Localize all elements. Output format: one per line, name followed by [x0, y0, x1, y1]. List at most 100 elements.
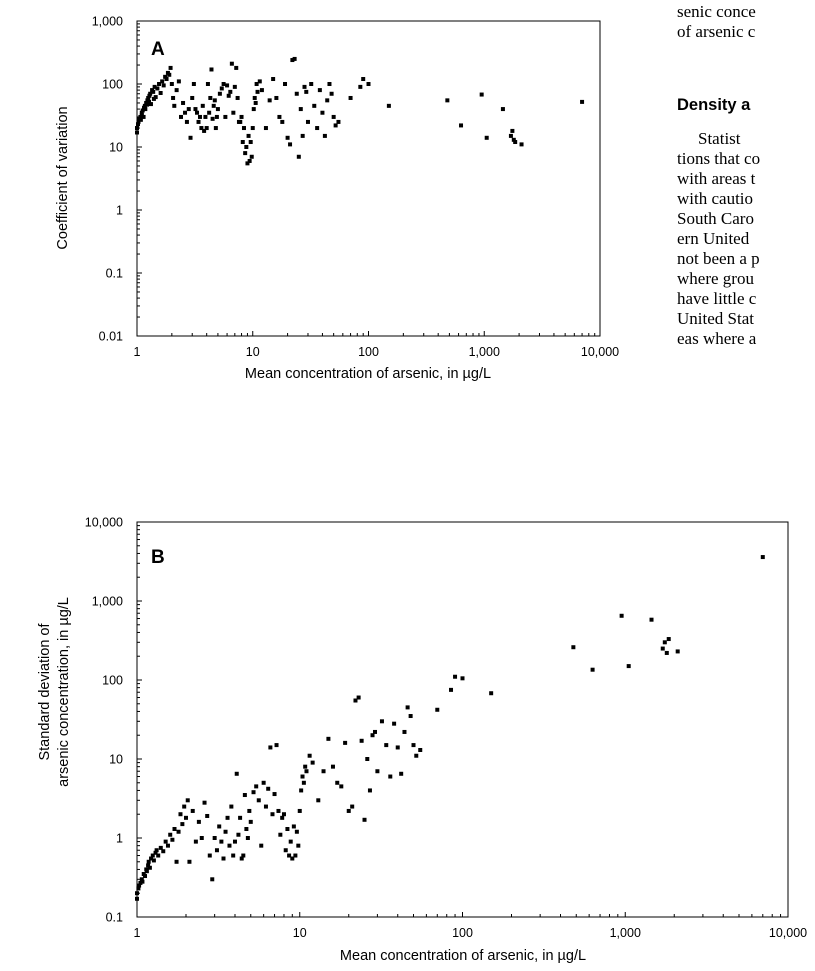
data-point	[219, 86, 224, 91]
data-point	[178, 812, 183, 817]
data-point	[261, 780, 266, 785]
data-point	[246, 133, 251, 138]
data-point	[309, 82, 314, 86]
data-point	[214, 114, 219, 119]
data-point	[256, 798, 261, 803]
x-tick-label: 1	[134, 926, 141, 940]
data-point	[164, 77, 169, 82]
data-point	[329, 91, 334, 96]
data-point	[348, 95, 353, 100]
data-point	[508, 133, 513, 138]
data-point	[253, 100, 258, 105]
data-point	[449, 687, 454, 692]
data-point	[312, 103, 317, 108]
panel-label-b: B	[151, 547, 165, 568]
data-point	[247, 808, 252, 813]
data-point	[161, 83, 166, 88]
data-point	[167, 72, 172, 77]
data-point	[157, 82, 162, 86]
data-point	[339, 784, 344, 789]
data-point	[267, 98, 272, 103]
data-point	[146, 95, 151, 100]
data-point	[204, 126, 209, 131]
data-point	[248, 819, 253, 824]
data-point	[270, 812, 275, 817]
data-point	[590, 667, 595, 672]
data-point	[172, 826, 177, 831]
data-point	[263, 126, 268, 131]
data-point	[200, 103, 205, 108]
data-point	[330, 764, 335, 769]
y-axis-title-a: Coefficient of variation	[55, 106, 71, 249]
data-point	[418, 747, 423, 752]
data-point	[272, 792, 277, 797]
data-point	[479, 92, 484, 97]
data-point	[370, 733, 375, 738]
data-point	[139, 877, 144, 882]
data-point	[153, 850, 158, 855]
data-point	[250, 126, 255, 131]
data-point	[245, 836, 250, 840]
data-point	[153, 95, 158, 100]
data-point	[299, 788, 304, 793]
data-point	[245, 161, 250, 166]
y-tick-label: 1,000	[92, 595, 123, 609]
data-point	[361, 77, 366, 82]
data-point	[386, 103, 391, 108]
body-text-line-11: have little c	[677, 289, 757, 308]
data-point	[191, 82, 196, 86]
data-point	[367, 788, 372, 793]
data-point	[187, 859, 192, 864]
data-point	[223, 829, 228, 834]
data-point	[143, 874, 148, 879]
data-point	[160, 79, 165, 84]
data-point	[135, 126, 139, 131]
data-point	[165, 843, 170, 848]
data-point	[254, 82, 259, 86]
data-point	[288, 839, 293, 844]
data-point	[459, 123, 464, 128]
y-tick-label: 0.1	[106, 267, 123, 281]
data-point	[229, 61, 234, 66]
data-point	[229, 804, 234, 809]
data-point	[135, 130, 139, 135]
data-point	[287, 853, 292, 858]
data-point	[163, 839, 168, 844]
data-point	[144, 102, 149, 107]
data-point	[207, 853, 212, 858]
data-point	[310, 760, 315, 765]
data-point	[227, 843, 232, 848]
data-point	[212, 836, 217, 840]
data-point	[290, 856, 295, 861]
data-point	[186, 107, 191, 112]
data-point	[510, 128, 515, 133]
data-point	[252, 95, 257, 100]
data-point	[414, 753, 419, 758]
data-point	[356, 695, 361, 700]
data-point	[274, 95, 279, 100]
data-point	[268, 745, 273, 750]
data-point	[280, 119, 285, 124]
data-point	[243, 151, 248, 156]
data-point	[375, 769, 380, 774]
data-point	[193, 839, 198, 844]
data-point	[283, 82, 288, 86]
data-point	[141, 114, 146, 119]
data-point	[359, 738, 364, 743]
data-point	[148, 91, 153, 96]
data-point	[500, 107, 505, 112]
data-point	[196, 819, 201, 824]
data-point	[150, 853, 155, 858]
data-point	[182, 804, 187, 809]
data-point	[294, 829, 299, 834]
data-point	[580, 99, 585, 104]
data-point	[666, 637, 671, 642]
data-point	[242, 793, 247, 798]
data-point	[255, 89, 260, 94]
data-point	[146, 859, 151, 864]
x-tick-label: 1	[134, 345, 141, 359]
data-point	[327, 82, 332, 86]
data-point	[271, 77, 276, 82]
y-tick-label: 100	[102, 78, 123, 92]
data-point	[316, 798, 321, 803]
